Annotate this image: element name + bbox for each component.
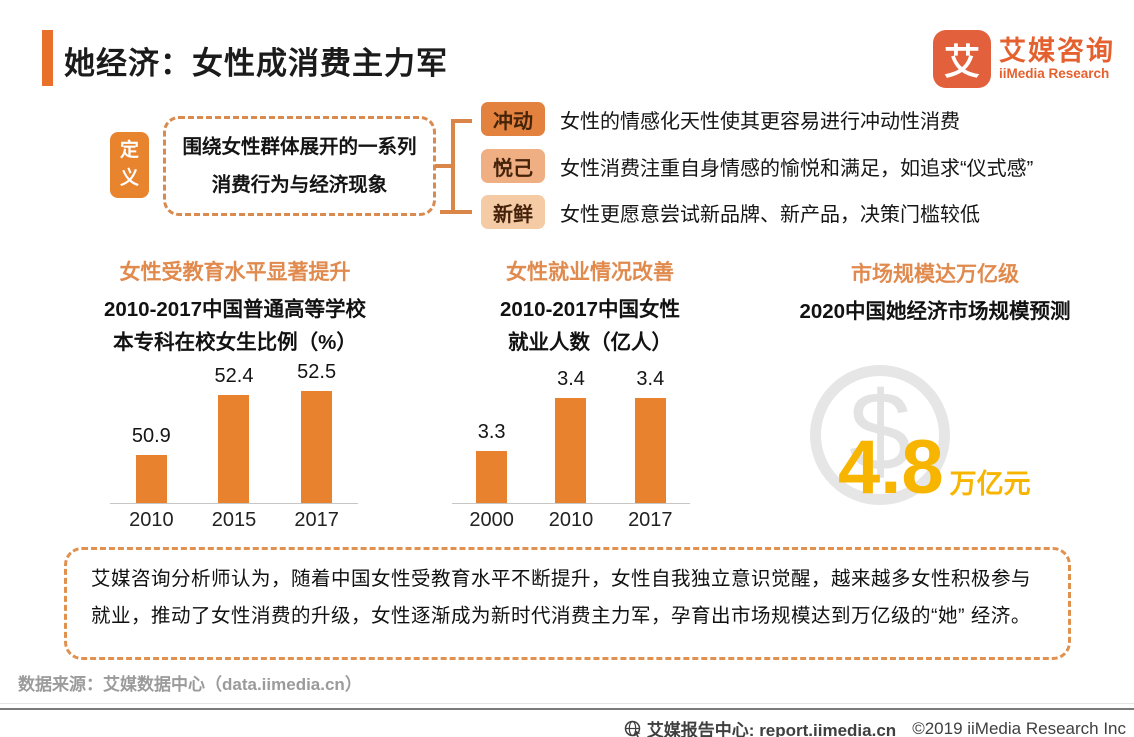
dollar-sign: $: [848, 369, 912, 494]
bar-value-label: 3.4: [557, 368, 585, 390]
education-chart-header: 女性受教育水平显著提升 2010-2017中国普通高等学校 本专科在校女生比例（…: [85, 256, 385, 360]
category-label: 2010: [548, 509, 594, 531]
trait-tag: 新鲜: [481, 195, 545, 229]
data-source: 数据来源：艾媒数据中心（data.iimedia.cn）: [18, 675, 362, 694]
globe-icon: [624, 720, 642, 737]
trait-description: 女性的情感化天性使其更容易进行冲动性消费: [560, 110, 960, 133]
trait-tag: 冲动: [481, 102, 545, 136]
trait-description: 女性消费注重自身情感的愉悦和满足，如追求“仪式感”: [560, 157, 1034, 180]
trait-row-impulse: 冲动 女性的情感化天性使其更容易进行冲动性消费: [481, 102, 960, 136]
footer-copyright: ©2019 iiMedia Research Inc: [912, 718, 1126, 737]
trait-row-novelty: 新鲜 女性更愿意尝试新品牌、新产品，决策门槛较低: [481, 195, 980, 229]
category-label: 2000: [469, 509, 514, 531]
bar: [476, 451, 508, 503]
logo-icon: 艾: [933, 30, 991, 88]
bar-group: 3.4: [555, 368, 587, 503]
title-accent-bar: [42, 30, 53, 86]
market-title: 市场规模达万亿级: [851, 263, 1019, 286]
bar: [301, 391, 333, 503]
footer-site-label: 艾媒报告中心: report.iimedia.cn: [646, 721, 897, 737]
bar: [135, 455, 167, 503]
category-label: 2010: [129, 509, 174, 531]
separator-dark: [0, 708, 1134, 710]
bar-value-label: 52.5: [297, 361, 337, 383]
bar-area: 3.3 3.4 3.4: [452, 365, 690, 504]
trait-tag: 悦己: [481, 149, 545, 183]
chart-subtitle: 2010-2017中国女性 就业人数（亿人）: [499, 298, 681, 354]
dollar-coin-icon: $: [810, 365, 950, 505]
bar-group: 52.4: [214, 365, 254, 503]
market-value-row: 4.8 万亿元: [838, 430, 1031, 506]
education-bar-chart: 50.9 52.4 52.5 2010 2015 2017: [110, 358, 358, 532]
separator-light: [0, 703, 1134, 704]
market-subtitle: 2020中国她经济市场规模预测: [799, 300, 1071, 323]
footer-bar: 艾媒报告中心: report.iimedia.cn ©2019 iiMedia …: [624, 716, 1126, 737]
bar-group: 52.5: [297, 361, 336, 503]
category-label: 2015: [211, 509, 257, 531]
category-label: 2017: [294, 509, 339, 531]
category-axis: 2000 2010 2017: [452, 509, 690, 532]
bar: [555, 398, 587, 503]
bar-area: 50.9 52.4 52.5: [110, 358, 358, 504]
bar-value-label: 50.9: [131, 425, 171, 447]
analyst-note-box: 艾媒咨询分析师认为，随着中国女性受教育水平不断提升，女性自我独立意识觉醒，越来越…: [64, 547, 1071, 660]
market-value: 4.8: [838, 425, 944, 510]
trait-description: 女性更愿意尝试新品牌、新产品，决策门槛较低: [560, 203, 980, 226]
logo-text: 艾媒咨询 iiMedia Research: [999, 36, 1115, 81]
chart-title: 女性受教育水平显著提升: [119, 261, 351, 284]
bar-value-label: 3.3: [477, 421, 506, 443]
market-size-header: 市场规模达万亿级 2020中国她经济市场规模预测: [760, 258, 1110, 329]
logo-name-cn: 艾媒咨询: [999, 36, 1115, 67]
employment-bar-chart: 3.3 3.4 3.4 2000 2010 2017: [452, 365, 690, 532]
chart-subtitle: 2010-2017中国普通高等学校 本专科在校女生比例（%）: [103, 298, 367, 354]
trait-row-self-pleasing: 悦己 女性消费注重自身情感的愉悦和满足，如追求“仪式感”: [481, 149, 1033, 183]
bar: [634, 398, 666, 503]
bar-group: 50.9: [132, 425, 171, 503]
bar-group: 3.3: [476, 421, 508, 503]
page-title: 她经济：女性成消费主力军: [64, 46, 448, 81]
employment-chart-header: 女性就业情况改善 2010-2017中国女性 就业人数（亿人）: [440, 256, 740, 360]
bar-group: 3.4: [634, 368, 666, 503]
bracket-connector: [435, 119, 472, 214]
category-label: 2017: [628, 509, 673, 531]
definition-badge: 定义: [110, 132, 149, 198]
definition-box: 围绕女性群体展开的一系列消费行为与经济现象: [163, 116, 436, 216]
logo-name-en: iiMedia Research: [999, 65, 1110, 81]
market-unit: 万亿元: [949, 469, 1031, 499]
bar-value-label: 52.4: [214, 365, 254, 387]
bar: [218, 395, 250, 503]
brand-logo: 艾 艾媒咨询 iiMedia Research: [933, 30, 1115, 88]
chart-title: 女性就业情况改善: [506, 261, 674, 284]
category-axis: 2010 2015 2017: [110, 509, 358, 532]
bar-value-label: 3.4: [636, 368, 665, 390]
